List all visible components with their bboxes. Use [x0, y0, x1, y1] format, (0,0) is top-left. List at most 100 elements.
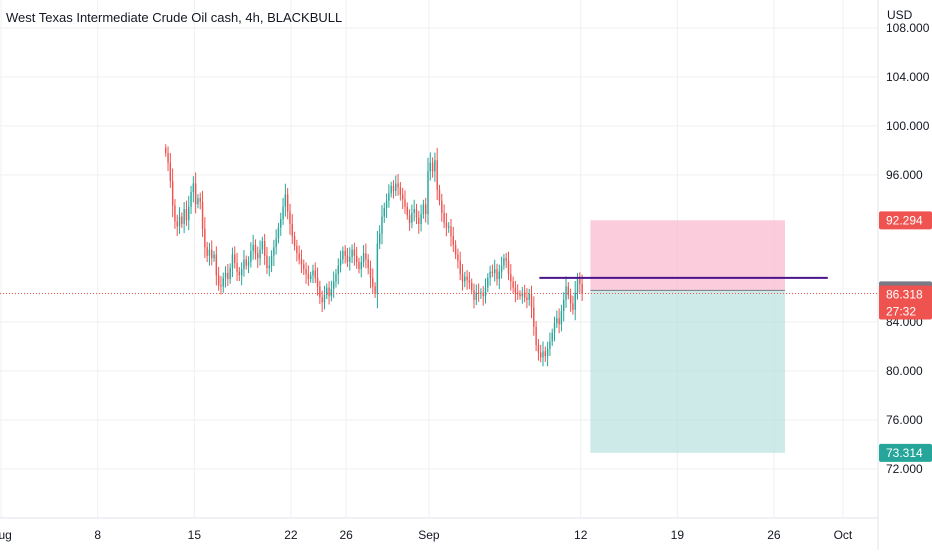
candle-body	[321, 297, 323, 303]
candle-body	[169, 162, 172, 182]
y-tick-label: 72.000	[886, 462, 923, 476]
candle-body	[378, 233, 381, 244]
candle-body	[266, 255, 268, 269]
candle-body	[286, 194, 289, 212]
candle-body	[443, 212, 445, 223]
candle-body	[459, 260, 461, 275]
candle-body	[353, 249, 356, 256]
candle-body	[257, 253, 259, 259]
candle-body	[477, 292, 480, 294]
candle-body	[339, 259, 342, 266]
take-profit-zone	[590, 290, 785, 453]
candle-body	[273, 247, 275, 256]
price-label-text-target: 73.314	[886, 446, 923, 460]
candle-body	[401, 194, 404, 200]
candle-body	[569, 294, 572, 304]
candle-body	[438, 189, 441, 201]
candle-body	[450, 226, 452, 237]
candle-body	[454, 244, 457, 255]
candle-body	[493, 269, 496, 273]
x-tick-label: 12	[574, 528, 588, 542]
candle-body	[441, 200, 443, 213]
candle-body	[519, 293, 521, 297]
candle-body	[533, 307, 535, 327]
candle-body	[452, 236, 455, 245]
candle-body	[277, 227, 280, 239]
candle-body	[381, 216, 383, 234]
candle-body	[305, 269, 307, 275]
candle-body	[185, 209, 188, 221]
candle-body	[181, 216, 183, 224]
candle-body	[259, 249, 261, 259]
candle-body	[206, 247, 208, 256]
candle-body	[270, 255, 273, 266]
candle-body	[537, 345, 540, 353]
candle-body	[332, 281, 335, 289]
candle-body	[579, 279, 581, 284]
candle-body	[323, 294, 326, 303]
candle-body	[374, 286, 376, 294]
candle-body	[535, 326, 537, 346]
candle-body	[199, 198, 201, 202]
candle-body	[201, 201, 204, 229]
candle-body	[544, 351, 547, 357]
candle-body	[376, 243, 379, 294]
candle-body	[551, 332, 553, 342]
price-label-text-stop: 92.294	[886, 213, 923, 227]
y-tick-label: 76.000	[886, 413, 923, 427]
candle-body	[344, 250, 346, 256]
currency-label: USD	[887, 8, 913, 22]
candle-body	[528, 293, 530, 300]
candle-body	[213, 254, 215, 259]
candle-body	[192, 183, 195, 193]
candle-body	[503, 258, 505, 266]
candle-body	[355, 255, 358, 262]
candle-body	[296, 245, 298, 254]
candle-body	[461, 274, 464, 282]
candle-body	[291, 223, 293, 237]
candle-body	[358, 261, 360, 270]
candle-body	[303, 264, 305, 270]
candle-body	[326, 287, 328, 295]
candle-body	[204, 228, 206, 248]
candle-body	[178, 216, 181, 227]
candle-body	[183, 209, 185, 224]
candle-body	[383, 208, 385, 217]
candle-body	[576, 279, 579, 293]
candle-body	[346, 255, 349, 262]
candle-body	[487, 277, 489, 288]
candle-body	[227, 272, 229, 280]
candle-body	[563, 299, 565, 311]
x-tick-label: 15	[188, 528, 202, 542]
x-tick-label: Aug	[0, 528, 12, 542]
candle-body	[496, 269, 498, 280]
candle-body	[284, 194, 287, 207]
candle-body	[250, 250, 252, 262]
candle-body	[546, 348, 549, 357]
candle-body	[422, 204, 425, 215]
candle-body	[372, 277, 374, 287]
candle-body	[247, 261, 250, 266]
candle-body	[505, 258, 507, 261]
candle-body	[365, 253, 367, 260]
y-tick-label: 100.000	[886, 119, 930, 133]
candle-body	[298, 253, 300, 260]
candle-body	[581, 283, 583, 294]
candle-body	[484, 287, 487, 297]
candle-body	[238, 271, 241, 276]
candle-body	[413, 209, 415, 213]
candle-body	[171, 181, 174, 206]
candle-body	[399, 187, 402, 195]
candle-body	[351, 249, 353, 257]
chart-title: West Texas Intermediate Crude Oil cash, …	[6, 10, 343, 25]
candle-body	[217, 275, 220, 286]
candle-body	[261, 241, 264, 250]
y-tick-label: 108.000	[886, 21, 930, 35]
candle-body	[293, 236, 296, 246]
candle-body	[330, 288, 333, 297]
candle-body	[335, 274, 337, 282]
candle-body	[275, 238, 277, 248]
candle-body	[252, 244, 254, 251]
